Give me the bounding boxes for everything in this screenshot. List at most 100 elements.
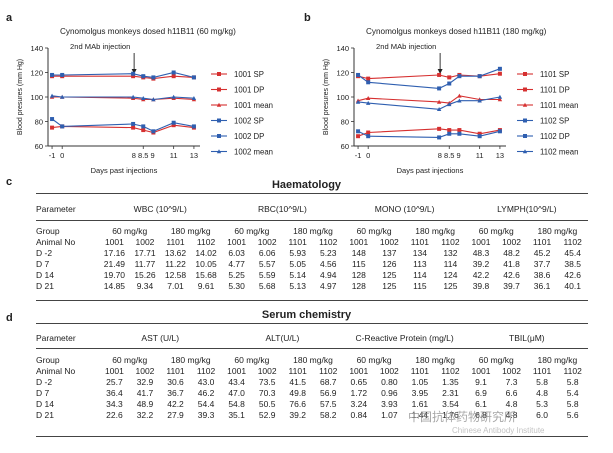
legend-label: 1101 mean bbox=[540, 101, 578, 110]
table-cell: 4.94 bbox=[319, 270, 337, 280]
table-cell: 1102 bbox=[441, 366, 460, 376]
row-label: D 7 bbox=[36, 388, 50, 398]
table-cell: 6.0 bbox=[536, 410, 548, 420]
table-cell: 3.95 bbox=[411, 388, 429, 398]
data-point bbox=[130, 94, 136, 99]
data-point bbox=[356, 134, 361, 139]
column-header: LYMPH(10^9/L) bbox=[497, 203, 557, 214]
table-cell: 49.8 bbox=[289, 388, 306, 398]
table-cell: 76.6 bbox=[289, 399, 306, 409]
table-cell: 1101 bbox=[532, 366, 552, 376]
table-cell: 0.84 bbox=[350, 410, 368, 420]
table-cell: 5.57 bbox=[258, 259, 276, 269]
table-cell: 41.8 bbox=[503, 259, 520, 269]
y-tick-label: 120 bbox=[30, 69, 43, 78]
table-cell: 125 bbox=[382, 270, 397, 280]
table-cell: 1102 bbox=[563, 237, 582, 247]
data-point bbox=[366, 134, 371, 139]
table-cell: 5.4 bbox=[566, 388, 579, 398]
x-tick-label: 8 8.5 9 bbox=[438, 151, 461, 160]
table-cell: 1001 bbox=[471, 237, 491, 247]
table-cell: 137 bbox=[382, 248, 397, 258]
table-cell: 6.06 bbox=[258, 248, 276, 258]
data-point bbox=[477, 74, 482, 79]
chart-b: Cynomolgus monkeys dosed h11B11 (180 mg/… bbox=[323, 27, 578, 175]
data-point bbox=[171, 120, 176, 125]
data-point bbox=[141, 128, 146, 133]
table-cell: 1002 bbox=[135, 366, 155, 376]
legend-marker bbox=[522, 149, 528, 154]
table-cell: 180 mg/kg bbox=[170, 226, 211, 236]
table-cell: 42.6 bbox=[503, 270, 520, 280]
table-cell: 6.1 bbox=[475, 399, 487, 409]
data-point bbox=[436, 107, 442, 112]
table-cell: 148 bbox=[351, 248, 366, 258]
y-axis-label: Blood presures (mm Hg) bbox=[323, 59, 330, 135]
table-row: D 21 14.85 9.34 7.01 9.61 5.30 5.68 5.13 4.97 128… bbox=[36, 281, 588, 292]
table-cell: 11.22 bbox=[165, 259, 186, 269]
column-header: ALT(U/L) bbox=[265, 332, 300, 343]
table-cell: 115 bbox=[352, 259, 366, 269]
table-cell: 5.05 bbox=[289, 259, 306, 269]
table-cell: 0.65 bbox=[350, 377, 368, 387]
table-cell: 52.9 bbox=[258, 410, 276, 420]
serum-header-rule bbox=[36, 348, 588, 349]
table-cell: 5.30 bbox=[228, 281, 245, 291]
data-point bbox=[457, 74, 462, 79]
x-tick-label: 11 bbox=[476, 151, 484, 160]
table-cell: 48.3 bbox=[472, 248, 490, 258]
series-line-1102-sp bbox=[357, 68, 501, 89]
data-point bbox=[366, 76, 371, 81]
table-cell: 1002 bbox=[502, 366, 521, 376]
table-cell: 38.5 bbox=[564, 259, 581, 269]
panel-label-c: c bbox=[6, 176, 13, 188]
table-cell: 126 bbox=[382, 259, 397, 269]
table-cell: 39.8 bbox=[472, 281, 490, 291]
serum-bottom-rule bbox=[36, 436, 588, 437]
table-cell: 60 mg/kg bbox=[356, 226, 392, 236]
table-row: D 7 36.4 41.7 36.7 46.2 47.0 70.3 49.8 56.9 1.72 0… bbox=[36, 388, 588, 399]
table-cell: 0.80 bbox=[381, 377, 398, 387]
y-tick-label: 60 bbox=[35, 142, 43, 151]
data-point bbox=[437, 86, 442, 91]
data-point bbox=[436, 99, 442, 104]
data-point bbox=[477, 98, 482, 103]
chart-title: Cynomolgus monkeys dosed h11B11 (180 mg/… bbox=[366, 27, 547, 36]
watermark: 中国抗体药物研究所 bbox=[408, 410, 517, 424]
table-cell: 42.2 bbox=[167, 399, 184, 409]
data-point bbox=[447, 81, 452, 86]
data-point bbox=[131, 74, 136, 79]
column-header: Parameter bbox=[36, 203, 76, 214]
annotation-label: 2nd MAb injection bbox=[376, 42, 436, 51]
row-label: D 21 bbox=[36, 281, 54, 291]
table-cell: 1101 bbox=[410, 366, 430, 376]
table-cell: 4.97 bbox=[319, 281, 337, 291]
table-row: Animal No 1001 1002 1101 1102 1001 1002 1101 110… bbox=[36, 366, 588, 377]
legend-marker bbox=[217, 72, 221, 76]
y-tick-label: 60 bbox=[341, 142, 349, 151]
table-cell: 1002 bbox=[502, 237, 521, 247]
data-point bbox=[365, 100, 371, 105]
table-row: D -2 25.7 32.9 30.6 43.0 43.4 73.5 41.5 68.7 0.65… bbox=[36, 377, 588, 388]
table-cell: 114 bbox=[443, 259, 458, 269]
table-cell: 1001 bbox=[104, 237, 124, 247]
legend-label: 1102 DP bbox=[540, 132, 570, 141]
data-point bbox=[141, 124, 146, 129]
table-cell: 5.6 bbox=[566, 410, 579, 420]
data-point bbox=[141, 74, 146, 79]
data-point bbox=[60, 124, 65, 129]
data-point bbox=[50, 125, 55, 130]
chart-title: Cynomolgus monkeys dosed h11B11 (60 mg/k… bbox=[60, 27, 236, 36]
table-cell: 1102 bbox=[319, 237, 338, 247]
table-cell: 54.8 bbox=[228, 399, 245, 409]
legend-label: 1102 mean bbox=[540, 148, 578, 157]
table-cell: 128 bbox=[351, 270, 366, 280]
table-header-row: Parameter WBC (10^9/L) RBC(10^9/L) MONO (10… bbox=[36, 200, 588, 218]
row-label: Group bbox=[36, 355, 60, 365]
table-cell: 32.9 bbox=[136, 377, 154, 387]
table-cell: 1101 bbox=[410, 237, 430, 247]
data-point bbox=[447, 75, 452, 80]
serum-chemistry-title: Serum chemistry bbox=[261, 309, 352, 321]
table-cell: 60 mg/kg bbox=[356, 355, 392, 365]
data-point bbox=[191, 124, 196, 129]
